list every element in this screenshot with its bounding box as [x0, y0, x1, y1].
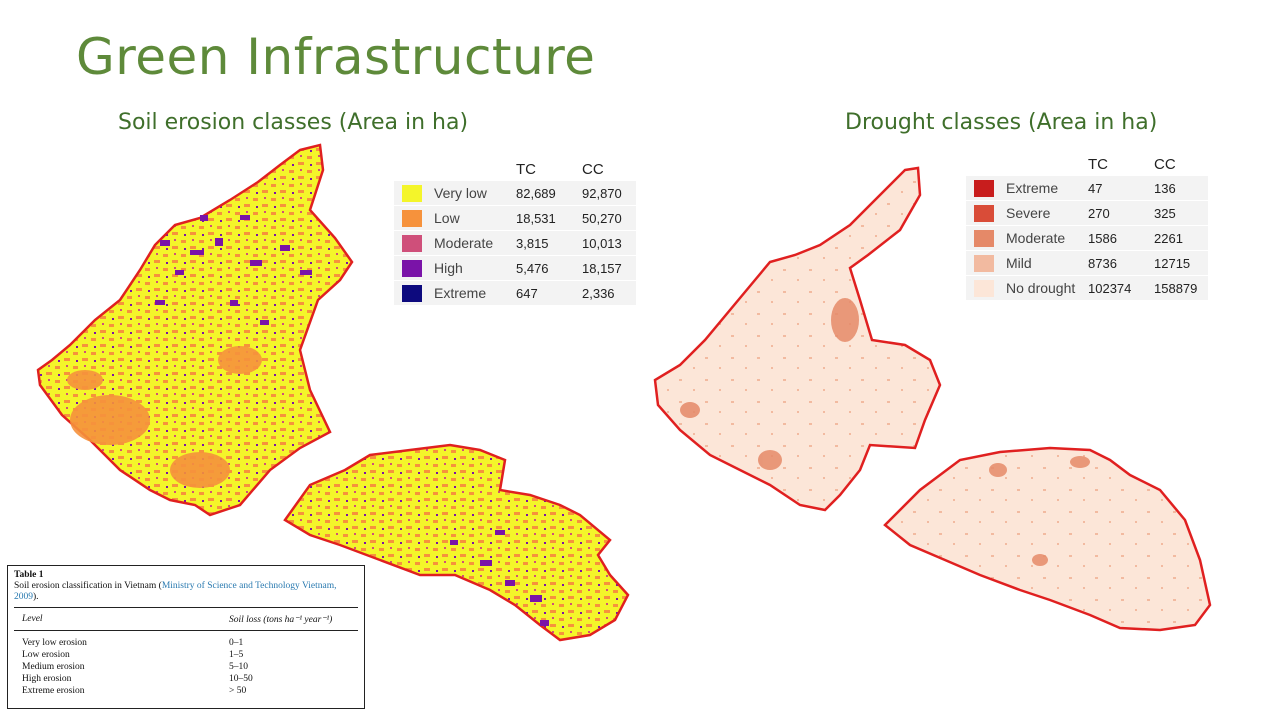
drought-map-title: Drought classes (Area in ha) [845, 110, 1158, 135]
legend-row: Low 18,531 50,270 [394, 205, 636, 231]
legend-row: Moderate 3,815 10,013 [394, 230, 636, 256]
row-level: Extreme erosion [22, 686, 85, 696]
legend-label: Mild [1002, 250, 1084, 276]
drought-map-north [653, 166, 942, 512]
legend-row: Extreme 647 2,336 [394, 280, 636, 306]
table-row: High erosion 10–50 [22, 673, 358, 685]
legend-swatch [402, 234, 422, 252]
soil-erosion-legend: TC CC Very low 82,689 92,870 Low 18,531 … [394, 158, 636, 306]
legend-value-tc: 18,531 [512, 205, 578, 231]
table-caption: Table 1 [14, 570, 44, 580]
legend-row: Mild 8736 12715 [966, 250, 1208, 276]
legend-value-cc: 136 [1150, 175, 1208, 201]
legend-value-tc: 102374 [1084, 275, 1150, 301]
header-level: Level [22, 614, 43, 624]
drought-map-south [883, 446, 1212, 632]
legend-value-tc: 270 [1084, 200, 1150, 226]
legend-swatch [974, 179, 994, 197]
legend-swatch [974, 204, 994, 222]
legend-row: Very low 82,689 92,870 [394, 180, 636, 206]
legend-row: Extreme 47 136 [966, 175, 1208, 201]
row-loss: 0–1 [229, 638, 244, 648]
legend-label: Extreme [1002, 175, 1084, 201]
legend-swatch [974, 229, 994, 247]
row-loss: 1–5 [229, 650, 244, 660]
drought-legend: TC CC Extreme 47 136 Severe 270 325 Mode… [966, 153, 1208, 301]
legend-swatch [974, 279, 994, 297]
soil-erosion-map-title: Soil erosion classes (Area in ha) [118, 110, 469, 135]
legend-row: Severe 270 325 [966, 200, 1208, 226]
legend-header-tc: TC [512, 158, 578, 181]
legend-value-tc: 647 [512, 280, 578, 306]
legend-label: Severe [1002, 200, 1084, 226]
legend-row: High 5,476 18,157 [394, 255, 636, 281]
legend-label: Moderate [1002, 225, 1084, 251]
legend-value-tc: 8736 [1084, 250, 1150, 276]
legend-swatch [402, 209, 422, 227]
legend-value-cc: 10,013 [578, 230, 636, 256]
table-header-rule [14, 630, 358, 631]
header-soil-loss: Soil loss (tons ha⁻¹ year⁻¹) [229, 615, 333, 625]
table-description-text: Soil erosion classification in Vietnam ( [14, 581, 162, 591]
legend-value-tc: 1586 [1084, 225, 1150, 251]
legend-label: Low [430, 205, 512, 231]
legend-label: Very low [430, 180, 512, 206]
row-loss: > 50 [229, 686, 247, 696]
row-level: Medium erosion [22, 662, 85, 672]
legend-header-tc: TC [1084, 153, 1150, 176]
row-level: Low erosion [22, 650, 70, 660]
table-row: Very low erosion 0–1 [22, 637, 358, 649]
legend-header-cc: CC [1150, 153, 1208, 176]
legend-label: High [430, 255, 512, 281]
table-description: Soil erosion classification in Vietnam (… [14, 581, 358, 603]
legend-value-tc: 82,689 [512, 180, 578, 206]
table-body: Very low erosion 0–1 Low erosion 1–5 Mediu… [14, 637, 358, 697]
legend-label: Extreme [430, 280, 512, 306]
legend-value-cc: 92,870 [578, 180, 636, 206]
row-loss: 10–50 [229, 674, 253, 684]
table-description-end: ). [33, 592, 39, 602]
table-row: Extreme erosion > 50 [22, 685, 358, 697]
legend-value-cc: 12715 [1150, 250, 1208, 276]
legend-value-cc: 50,270 [578, 205, 636, 231]
legend-value-cc: 325 [1150, 200, 1208, 226]
row-level: Very low erosion [22, 638, 87, 648]
row-loss: 5–10 [229, 662, 248, 672]
row-level: High erosion [22, 674, 72, 684]
legend-value-tc: 3,815 [512, 230, 578, 256]
legend-swatch [402, 284, 422, 302]
legend-value-cc: 158879 [1150, 275, 1208, 301]
table-header: Level Soil loss (tons ha⁻¹ year⁻¹) [22, 614, 358, 625]
slide-title: Green Infrastructure [76, 28, 596, 86]
legend-label: No drought [1002, 275, 1084, 301]
legend-swatch [402, 259, 422, 277]
legend-value-tc: 5,476 [512, 255, 578, 281]
legend-value-cc: 2261 [1150, 225, 1208, 251]
legend-label: Moderate [430, 230, 512, 256]
table-row: Medium erosion 5–10 [22, 661, 358, 673]
legend-row: No drought 102374 158879 [966, 275, 1208, 301]
legend-header-cc: CC [578, 158, 636, 181]
citation-link[interactable]: Ministry of Science and Technology Vietn… [14, 581, 337, 602]
legend-row: Moderate 1586 2261 [966, 225, 1208, 251]
soil-erosion-classification-table: Table 1 Soil erosion classification in V… [7, 565, 365, 709]
legend-swatch [974, 254, 994, 272]
legend-value-tc: 47 [1084, 175, 1150, 201]
table-top-rule [14, 607, 358, 608]
legend-value-cc: 2,336 [578, 280, 636, 306]
legend-value-cc: 18,157 [578, 255, 636, 281]
table-row: Low erosion 1–5 [22, 649, 358, 661]
legend-swatch [402, 184, 422, 202]
